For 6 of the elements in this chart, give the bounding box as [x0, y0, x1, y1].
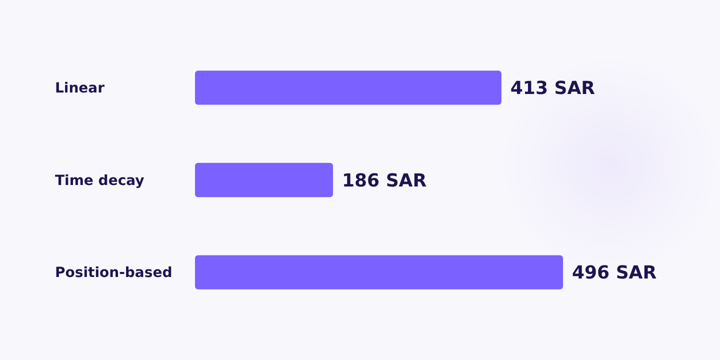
y-tick-label: Time decay: [55, 172, 144, 189]
data-label: 496 SAR: [572, 262, 657, 284]
y-tick-label: Position-based: [55, 265, 172, 282]
data-label: 186 SAR: [342, 170, 427, 192]
data-label: 413 SAR: [510, 78, 596, 100]
y-tick-label: Linear: [55, 80, 105, 97]
